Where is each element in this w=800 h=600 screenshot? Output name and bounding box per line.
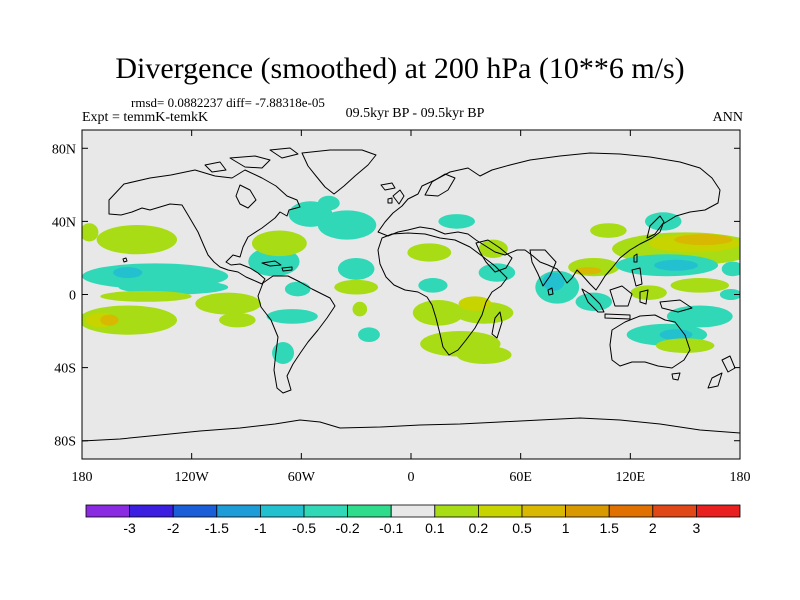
colorbar-label-6: -0.1 [379,520,403,536]
divergence-anomaly-13 [266,309,318,324]
divergence-anomaly-24 [438,214,475,229]
colorbar-swatch-3 [216,504,261,518]
divergence-anomaly-10 [219,312,256,328]
colorbar-swatch-0 [85,504,130,518]
divergence-anomaly-22 [352,301,368,317]
divergence-anomaly-36 [575,267,602,275]
y-tick-label-0: 80N [52,142,76,157]
divergence-anomaly-9 [195,292,262,315]
colorbar-label-5: -0.2 [336,520,360,536]
colorbar-swatch-11 [565,504,610,518]
divergence-anomaly-19 [337,257,375,280]
divergence-anomaly-5 [100,290,192,302]
divergence-anomaly-16 [317,195,340,211]
divergence-anomaly-6 [82,305,178,335]
divergence-anomaly-45 [630,285,667,300]
map-background [82,130,740,459]
experiment-label: Expt = temmK-temkK [82,110,209,125]
y-tick-label-3: 40S [54,362,76,377]
divergence-field [82,195,740,364]
colorbar: -3 -2 -1.5 -1 -0.5 -0.2 -0.1 0.1 0.2 0.5 1 1.5 2 3 [85,504,741,536]
colorbar-label-3: -1 [254,520,267,536]
colorbar-swatch-7 [390,504,436,518]
colorbar-swatch-8 [434,504,479,518]
divergence-anomaly-49 [659,329,693,341]
plot-title: Divergence (smoothed) at 200 hPa (10**6 … [115,52,685,85]
colorbar-swatch-5 [303,504,348,518]
x-tick-label-4: 60E [509,470,532,485]
colorbar-label-4: -0.5 [292,520,316,536]
divergence-anomaly-50 [655,338,715,353]
divergence-anomaly-17 [251,230,307,257]
season-label: ANN [712,110,743,125]
y-tick-label-1: 40N [52,215,76,230]
divergence-anomaly-14 [272,342,295,364]
colorbar-swatch-1 [129,504,174,518]
period-label: 09.5kyr BP - 09.5kyr BP [345,106,485,121]
colorbar-label-10: 1 [562,520,570,536]
colorbar-swatch-2 [172,504,218,518]
divergence-anomaly-26 [412,299,465,326]
divergence-anomaly-52 [719,289,740,300]
divergence-anomaly-18 [317,210,377,240]
divergence-anomaly-30 [456,345,512,364]
divergence-anomaly-8 [100,314,119,326]
divergence-anomaly-42 [674,234,733,246]
rmsd-diff-stats: rmsd= 0.0882237 diff= -7.88318e-05 [131,95,325,110]
x-tick-label-0: 180 [72,470,93,485]
y-axis: 80N 40N 0 40S 80S [52,142,740,450]
colorbar-label-8: 0.2 [469,520,489,536]
y-tick-label-4: 80S [54,435,76,450]
x-tick-label-6: 180 [730,470,751,485]
colorbar-label-12: 2 [649,520,657,536]
colorbar-swatch-12 [608,504,654,518]
x-axis: 180 120W 60W 0 60E 120E 180 [72,130,751,485]
colorbar-label-2: -1.5 [205,520,229,536]
divergence-anomaly-1 [82,223,99,242]
divergence-anomaly-20 [334,279,379,295]
divergence-anomaly-21 [357,327,380,343]
colorbar-swatch-13 [652,504,697,518]
divergence-anomaly-28 [458,296,492,311]
divergence-anomaly-3 [113,267,143,279]
divergence-anomaly-12 [284,281,311,297]
y-tick-label-2: 0 [69,289,76,304]
colorbar-swatch-6 [347,504,392,518]
coastlines [82,147,740,442]
colorbar-label-7: 0.1 [425,520,445,536]
divergence-anomaly-37 [575,292,613,311]
colorbar-label-11: 1.5 [599,520,619,536]
divergence-anomaly-38 [590,223,627,238]
divergence-anomaly-0 [96,225,178,255]
colorbar-label-9: 0.5 [512,520,532,536]
x-tick-label-2: 60W [288,470,316,485]
divergence-anomaly-23 [407,243,452,262]
colorbar-swatch-10 [521,504,566,518]
colorbar-label-13: 3 [693,520,701,536]
divergence-anomaly-51 [721,261,740,277]
colorbar-label-1: -2 [167,520,180,536]
colorbar-label-0: -3 [123,520,136,536]
colorbar-swatch-14 [696,504,741,518]
x-tick-label-3: 0 [408,470,415,485]
divergence-anomaly-34 [542,272,565,291]
colorbar-swatch-9 [477,504,523,518]
x-tick-label-1: 120W [175,470,210,485]
divergence-anomaly-32 [478,239,508,258]
colorbar-swatch-4 [259,504,305,518]
x-tick-label-5: 120E [616,470,646,485]
divergence-anomaly-44 [654,259,698,271]
divergence-anomaly-31 [478,263,516,282]
divergence-anomaly-46 [670,278,730,293]
divergence-anomaly-25 [418,278,448,293]
